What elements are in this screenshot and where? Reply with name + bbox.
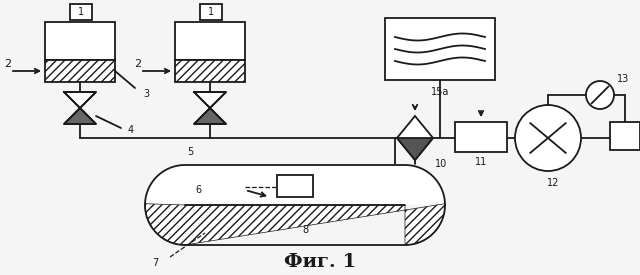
Text: 9: 9	[292, 181, 298, 191]
Circle shape	[586, 81, 614, 109]
Bar	[455, 122, 507, 152]
Circle shape	[515, 105, 581, 171]
Polygon shape	[145, 204, 445, 245]
Text: 3: 3	[143, 89, 149, 99]
Polygon shape	[194, 92, 226, 108]
Bar	[175, 22, 245, 60]
Text: 12: 12	[547, 178, 559, 188]
Bar	[200, 4, 222, 20]
Text: 14: 14	[619, 131, 631, 141]
Bar	[45, 22, 115, 60]
Text: 2: 2	[4, 59, 12, 69]
Bar	[385, 18, 495, 80]
Text: 10: 10	[435, 159, 447, 169]
Text: 13: 13	[617, 74, 629, 84]
Text: 4: 4	[128, 125, 134, 135]
Text: 8: 8	[302, 225, 308, 235]
Polygon shape	[64, 108, 96, 124]
Bar	[70, 4, 92, 20]
Polygon shape	[64, 92, 96, 108]
Text: Фиг. 1: Фиг. 1	[284, 253, 356, 271]
Text: 5: 5	[187, 147, 193, 157]
Text: 6: 6	[195, 185, 201, 195]
Polygon shape	[145, 165, 445, 205]
Bar	[610, 122, 640, 150]
Polygon shape	[194, 108, 226, 124]
Bar	[45, 60, 115, 82]
Bar	[277, 175, 313, 197]
Text: 1: 1	[208, 7, 214, 17]
Text: 1: 1	[78, 7, 84, 17]
Polygon shape	[397, 116, 433, 160]
Text: 2: 2	[134, 59, 141, 69]
Text: 11: 11	[475, 157, 487, 167]
Polygon shape	[397, 138, 433, 160]
Text: 7: 7	[152, 258, 158, 268]
Bar	[175, 60, 245, 82]
Text: 15а: 15а	[431, 87, 449, 97]
